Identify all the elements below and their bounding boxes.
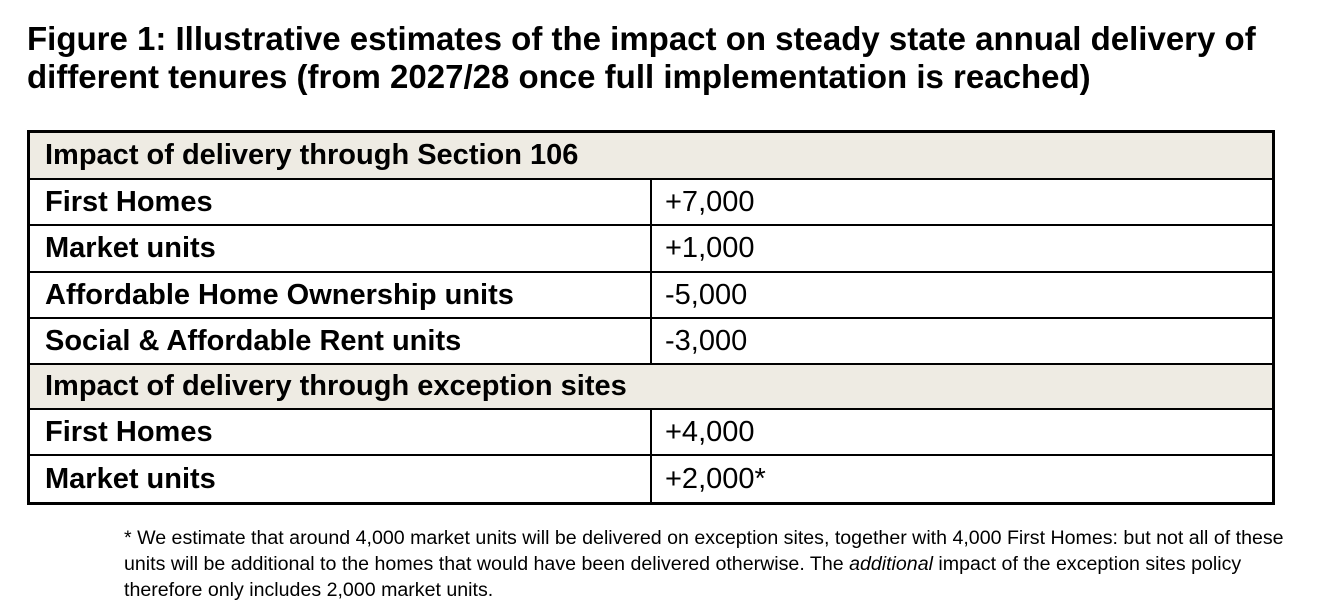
section-header-row: Impact of delivery through exception sit…	[27, 363, 1275, 410]
footnote-text-end: impact of the exception sites policy the…	[124, 553, 1242, 601]
row-value: +7,000	[650, 178, 1275, 226]
row-label: Social & Affordable Rent units	[27, 317, 652, 365]
table-row: Market units +1,000	[27, 224, 1275, 273]
row-label: First Homes	[27, 178, 652, 226]
section-heading: Impact of delivery through exception sit…	[27, 363, 1275, 410]
table-row: Affordable Home Ownership units -5,000	[27, 271, 1275, 319]
row-value: -5,000	[650, 271, 1275, 319]
row-label: Affordable Home Ownership units	[27, 271, 652, 319]
row-value: +1,000	[650, 224, 1275, 273]
row-label: First Homes	[27, 408, 652, 456]
row-value: -3,000	[650, 317, 1275, 365]
footnote: * We estimate that around 4,000 market u…	[124, 525, 1324, 603]
table-row: Market units +2,000*	[27, 454, 1275, 505]
row-label: Market units	[27, 454, 652, 505]
footnote-emphasis: additional	[849, 553, 933, 575]
row-label: Market units	[27, 224, 652, 273]
section-heading: Impact of delivery through Section 106	[27, 130, 1275, 180]
section-header-row: Impact of delivery through Section 106	[27, 130, 1275, 180]
figure-title: Figure 1: Illustrative estimates of the …	[27, 20, 1256, 95]
table-row: First Homes +7,000	[27, 178, 1275, 226]
row-value: +2,000*	[650, 454, 1275, 505]
table-row: First Homes +4,000	[27, 408, 1275, 456]
table-row: Social & Affordable Rent units -3,000	[27, 317, 1275, 365]
footnote-text: * We estimate that around 4,000 market u…	[124, 527, 1284, 575]
row-value: +4,000	[650, 408, 1275, 456]
impact-table: Impact of delivery through Section 106 F…	[27, 130, 1275, 505]
